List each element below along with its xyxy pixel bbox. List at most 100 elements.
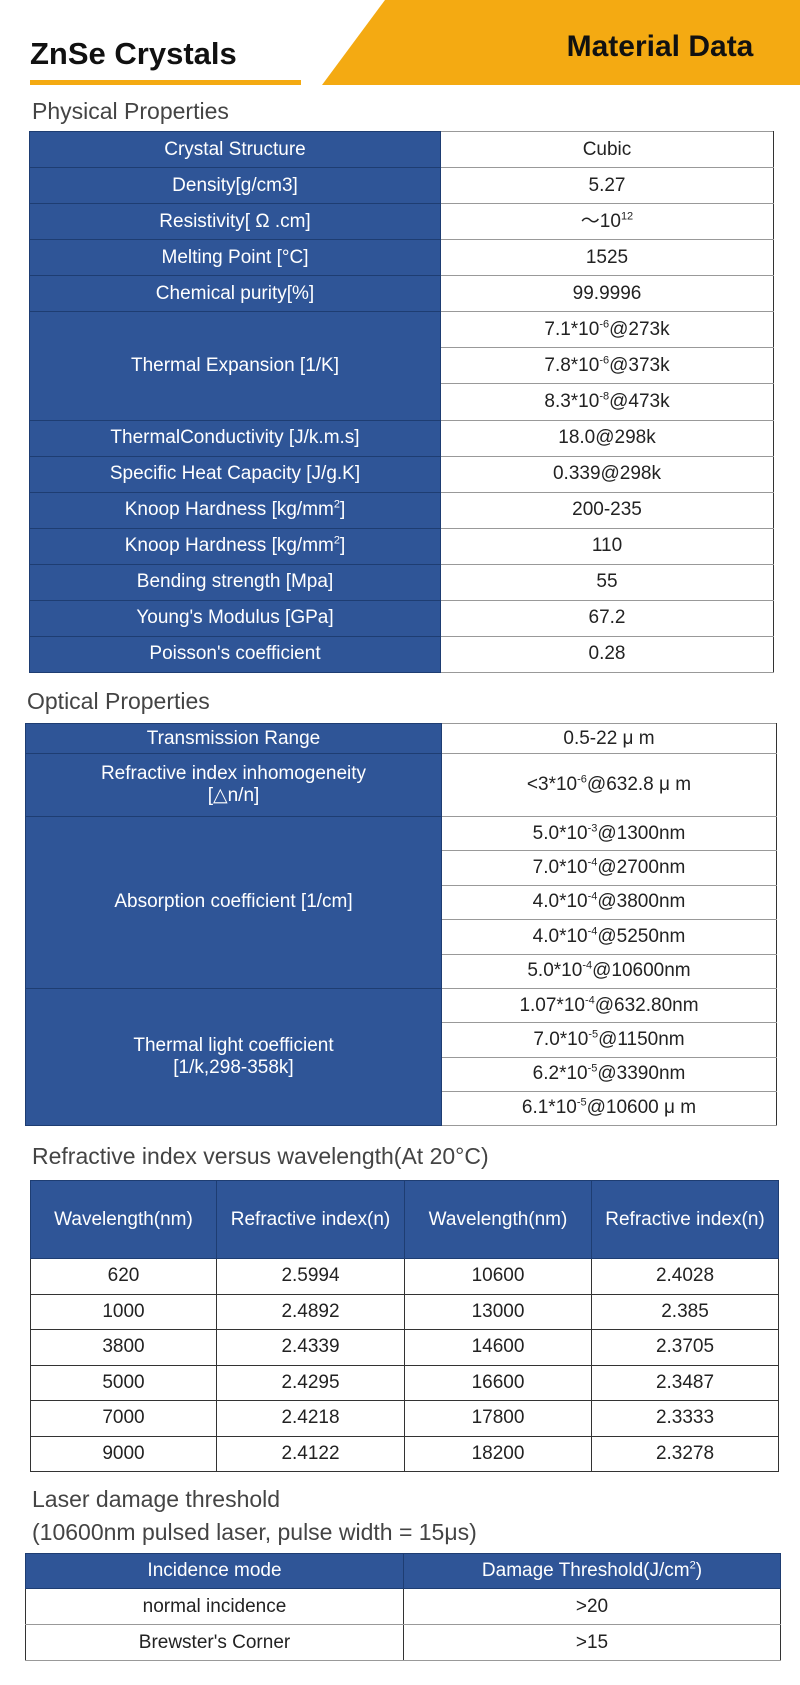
superscript: -4: [587, 856, 598, 869]
property-value: 55: [440, 563, 774, 601]
table-cell: Brewster's Corner: [25, 1624, 404, 1661]
column-header: Wavelength(nm): [30, 1180, 217, 1259]
property-value: 7.0*10-5@1150nm: [441, 1022, 777, 1058]
property-label: Bending strength [Mpa]: [29, 563, 441, 601]
text-segment: @2700nm: [597, 857, 686, 879]
title-underline: [30, 80, 301, 85]
property-label: Absorption coefficient [1/cm]: [25, 816, 442, 989]
property-label: Poisson's coefficient: [29, 635, 441, 673]
table-cell: normal incidence: [25, 1588, 404, 1625]
optical-properties-table: Transmission Range 0.5-22 μ m Refractive i…: [25, 723, 777, 1127]
superscript: 12: [620, 210, 634, 223]
text-segment: 99.9996: [572, 282, 642, 304]
table-cell: >15: [403, 1624, 781, 1661]
table-row: Crystal Structure Cubic: [29, 130, 774, 169]
text-segment: Cubic: [582, 138, 632, 160]
table-row: Refractive index inhomogeneity [△n/n] <3*1…: [25, 753, 777, 817]
property-label: Specific Heat Capacity [J/g.K]: [29, 455, 441, 493]
text-segment: @632.8 μ m: [586, 774, 692, 795]
table-row: 4.0*10-4@3800nm: [26, 884, 777, 921]
property-value: 7.8*10-6@373k: [440, 347, 774, 385]
laser-damage-heading: Laser damage threshold: [32, 1486, 281, 1512]
text-segment: 200-235: [572, 499, 642, 521]
refractive-index-table: Wavelength(nm) Refractive index(n) Wavelen…: [30, 1180, 779, 1472]
table-row: Specific Heat Capacity [J/g.K] 0.339@298k: [29, 455, 774, 493]
superscript: -4: [587, 925, 598, 938]
table-row: Young's Modulus [GPa] 67.2: [29, 599, 774, 637]
text-segment: 7.8*10: [544, 354, 600, 376]
superscript: -8: [599, 390, 610, 403]
table-row: Poisson's coefficient 0.28: [29, 635, 774, 673]
text-segment: 110: [591, 535, 623, 557]
text-segment: 6.2*10: [532, 1063, 588, 1085]
table-cell: 2.4028: [591, 1258, 779, 1295]
text-segment: @3800nm: [597, 891, 686, 913]
label-line: Transmission Range: [32, 728, 435, 750]
superscript: -4: [587, 891, 598, 904]
text-segment: Crystal Structure: [164, 138, 306, 160]
text-segment: Chemical purity[%]: [155, 282, 315, 304]
text-segment: Damage Threshold(J/cm: [481, 1560, 690, 1581]
property-value: 110: [440, 527, 774, 565]
refractive-index-heading: Refractive index versus wavelength(At 20…: [32, 1143, 489, 1169]
label-line: Specific Heat Capacity [J/g.K]: [36, 463, 434, 485]
text-segment: @3390nm: [597, 1063, 686, 1085]
table-cell: 18200: [404, 1435, 592, 1472]
property-label: Knoop Hardness [kg/mm2]: [29, 491, 441, 529]
superscript: 2: [689, 1559, 696, 1572]
table-row: 5.0*10-4@10600nm: [26, 953, 777, 989]
property-value: 5.0*10-4@10600nm: [441, 953, 777, 989]
property-label: Density[g/cm3]: [29, 167, 441, 205]
text-segment: @473k: [609, 390, 670, 412]
table-row: 4.0*10-4@5250nm: [26, 919, 777, 955]
column-header: Wavelength(nm): [404, 1180, 592, 1259]
text-segment: Density[g/cm3]: [172, 174, 298, 196]
text-segment: Refractive index inhomogeneity: [100, 763, 367, 784]
property-value: 6.2*10-5@3390nm: [441, 1056, 777, 1092]
table-row: 7.8*10-6@373k: [30, 347, 774, 385]
table-cell: 16600: [404, 1364, 592, 1401]
text-segment: Young's Modulus [GPa]: [136, 607, 334, 629]
text-segment: 5.0*10: [527, 960, 583, 982]
column-header: Damage Threshold(J/cm2): [403, 1553, 781, 1589]
text-segment: Melting Point [°C]: [161, 246, 309, 268]
property-value: 1525: [440, 239, 774, 277]
text-segment: Poisson's coefficient: [149, 643, 321, 665]
text-segment: 67.2: [588, 607, 626, 629]
table-cell: 2.4122: [216, 1435, 405, 1472]
text-segment: @632.80nm: [594, 994, 699, 1016]
banner-shape: [322, 0, 800, 85]
text-segment: Knoop Hardness [kg/mm: [124, 499, 334, 521]
property-value: 7.1*10-6@273k: [440, 311, 774, 349]
table-row: 9000 2.4122 18200 2.3278: [30, 1435, 779, 1472]
table-row: 7000 2.4218 17800 2.3333: [30, 1400, 779, 1437]
property-value: 0.339@298k: [440, 455, 774, 493]
table-row: Brewster's Corner >15: [25, 1624, 781, 1661]
label-line: [1/k,298-358k]: [32, 1057, 435, 1079]
property-value: ～1012: [440, 203, 774, 241]
text-segment: 7.1*10: [544, 318, 600, 340]
table-row: Knoop Hardness [kg/mm2] 110: [29, 527, 774, 565]
optical-properties-heading: Optical Properties: [27, 688, 210, 714]
text-segment: ～10: [580, 210, 621, 232]
label-line: Chemical purity[%]: [36, 283, 434, 305]
table-cell: 2.5994: [216, 1258, 405, 1295]
text-segment: Absorption coefficient [1/cm]: [114, 891, 353, 913]
property-label: Resistivity[ Ω .cm]: [29, 203, 441, 241]
superscript: -5: [576, 1097, 587, 1110]
table-cell: 1000: [30, 1293, 217, 1330]
table-row: 7.0*10-5@1150nm: [26, 1022, 777, 1058]
text-segment: 0.28: [588, 643, 626, 665]
superscript: -6: [599, 318, 610, 331]
column-header: Refractive index(n): [591, 1180, 779, 1259]
table-cell: 7000: [30, 1400, 217, 1437]
text-segment: 8.3*10: [544, 390, 600, 412]
text-segment: Resistivity[ Ω .cm]: [159, 210, 311, 232]
text-segment: @373k: [609, 354, 670, 376]
label-line: Poisson's coefficient: [36, 643, 434, 665]
table-cell: 2.3705: [591, 1329, 779, 1366]
table-row: Absorption coefficient [1/cm] 5.0*10-3@13…: [25, 815, 777, 989]
text-segment: 1.07*10: [519, 994, 585, 1016]
laser-damage-table: Incidence mode Damage Threshold(J/cm2) nor…: [25, 1553, 781, 1661]
property-value: 200-235: [440, 491, 774, 529]
